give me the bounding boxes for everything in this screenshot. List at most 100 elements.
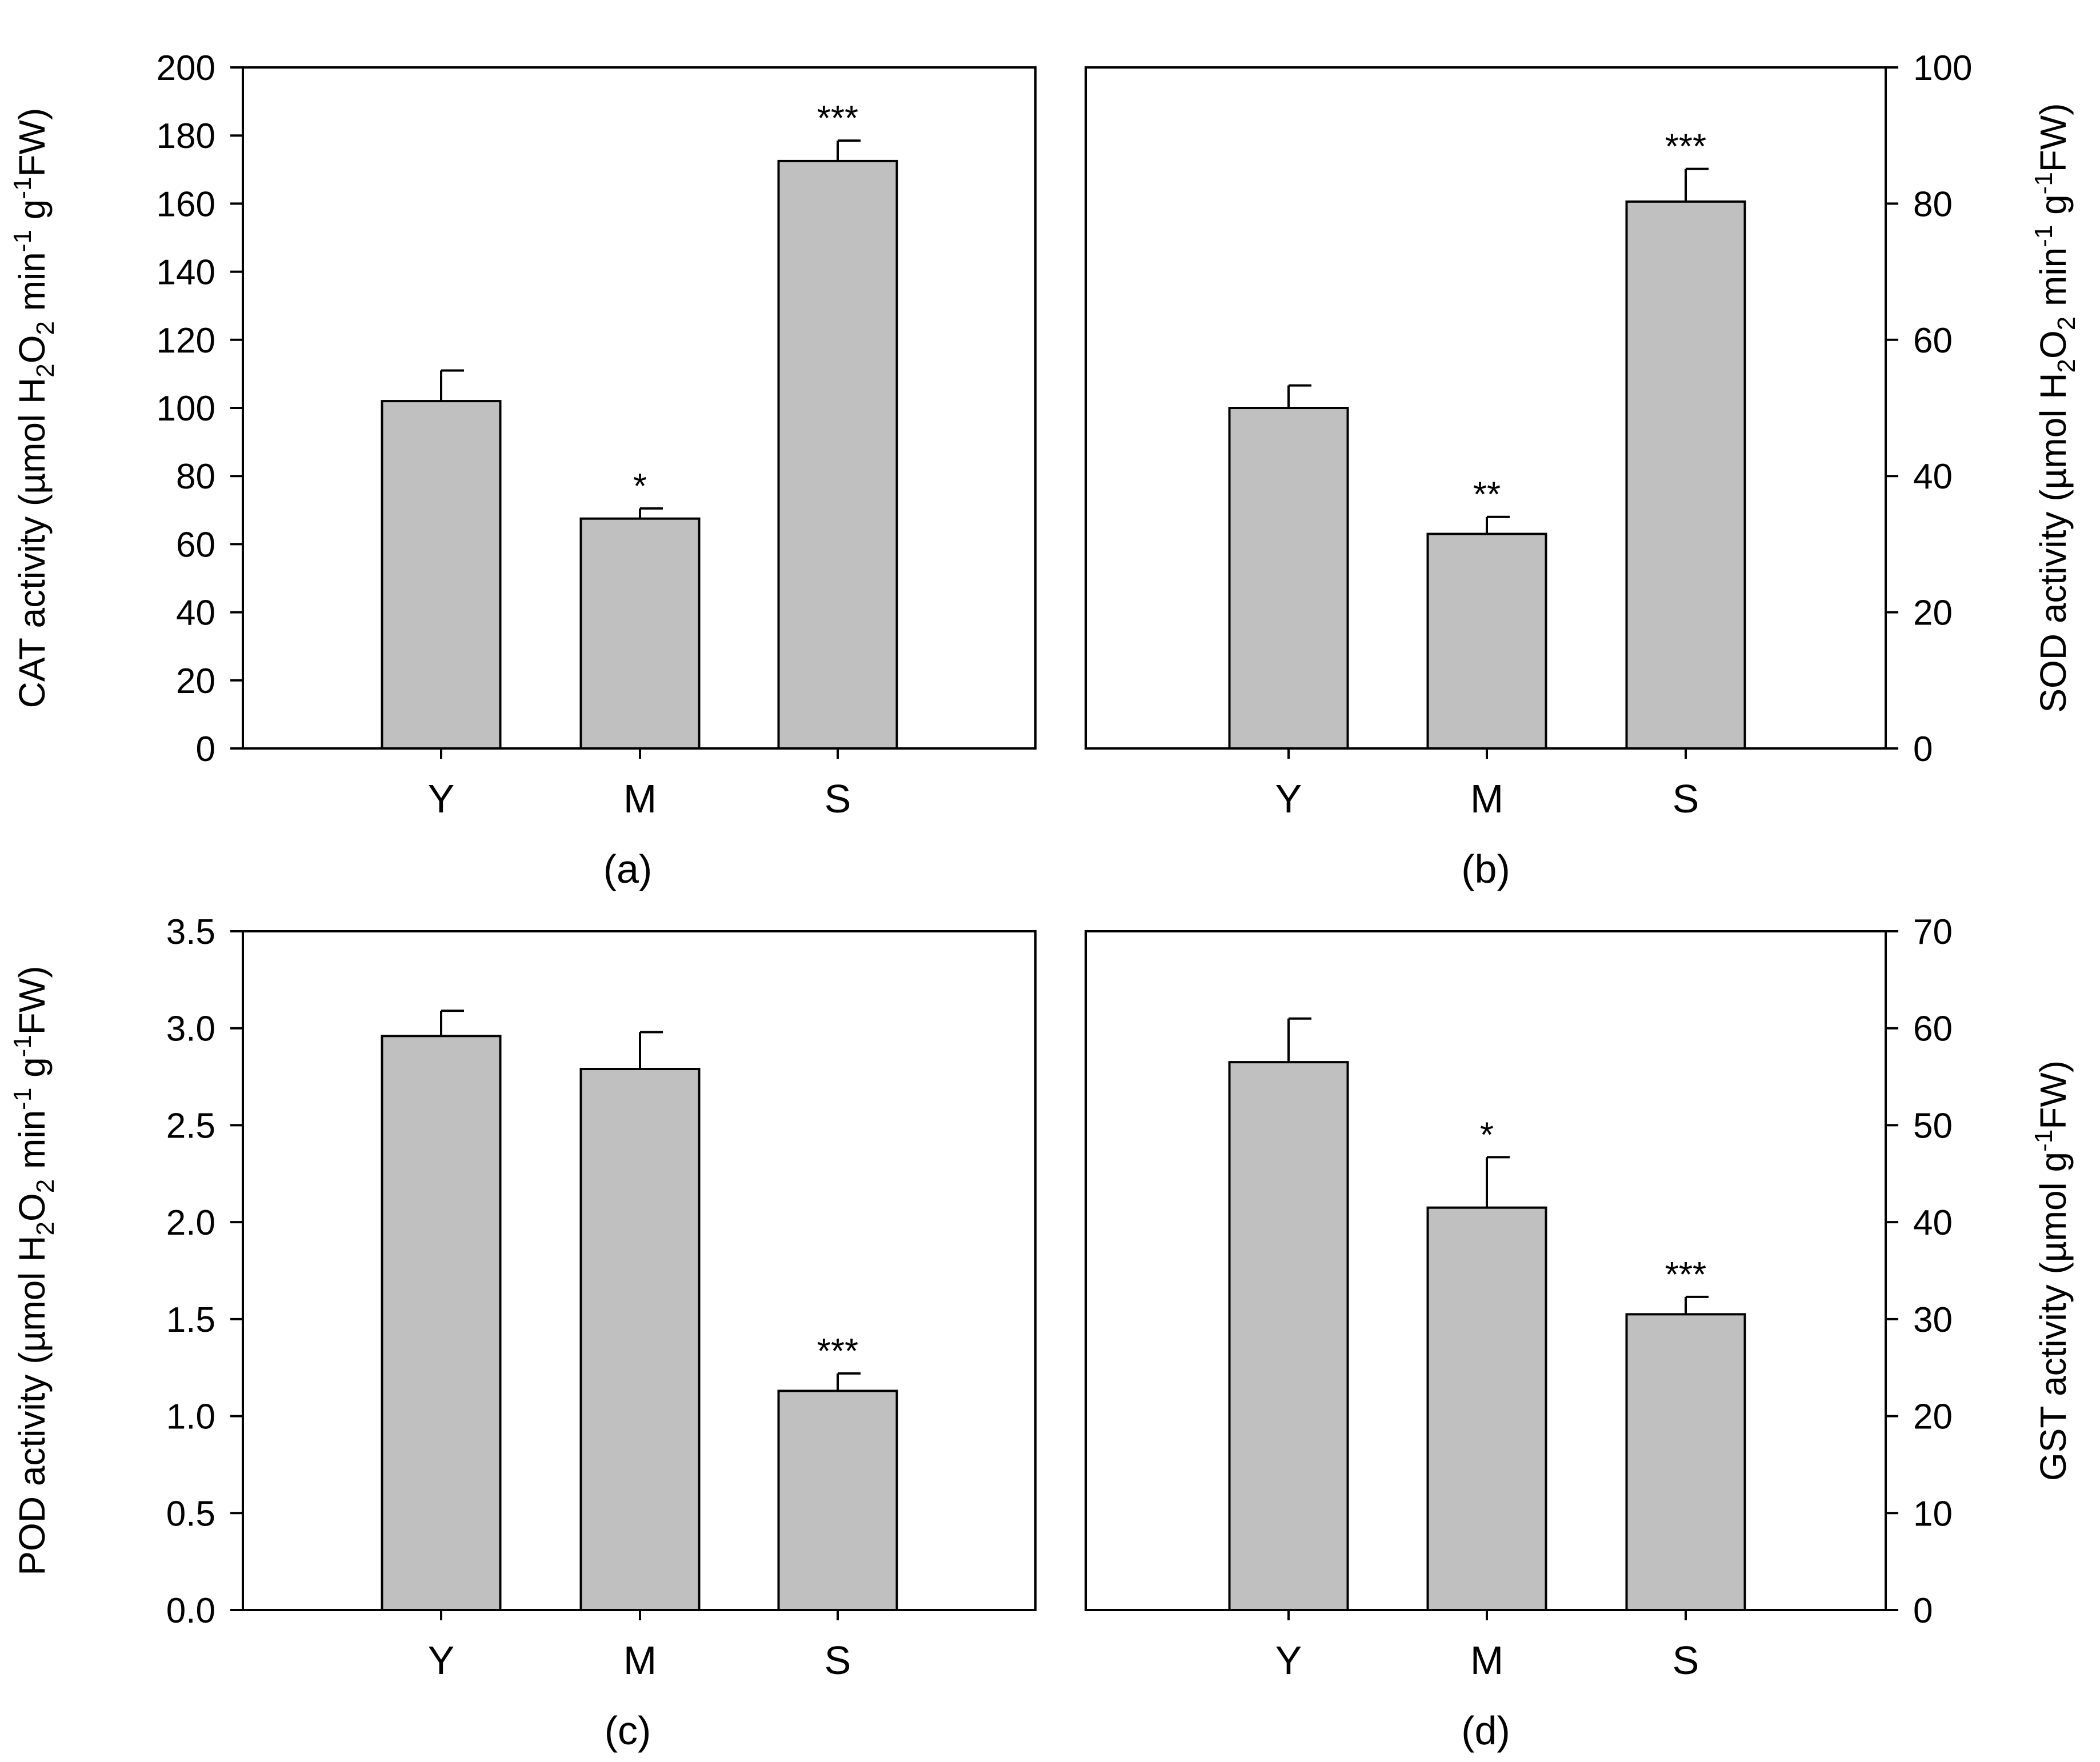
panel-c: 0.0 0.5 1.0 1.5 2.0 2.5 3.0 3.5 Y M S *** (c) POD act… <box>9 912 1037 1753</box>
y-tick-label: 80 <box>176 457 215 496</box>
y-axis-title-part: -1 <box>2030 225 2058 247</box>
significance-marker: *** <box>1665 1255 1706 1295</box>
bar-S <box>1625 1313 1746 1611</box>
y-tick-label: 40 <box>1913 457 1953 496</box>
y-tick-label: 0.5 <box>166 1494 215 1533</box>
y-tick-label: 60 <box>176 525 215 564</box>
x-category-label: Y <box>1275 776 1302 821</box>
bar-S <box>777 159 898 750</box>
y-tick-label: 70 <box>1913 912 1953 952</box>
y-axis-title-part: GST activity (µmol g <box>2033 1152 2074 1481</box>
panel-label: (a) <box>603 847 653 891</box>
panel-a: 0 20 40 60 80 100 120 140 160 180 200 Y M * S *** (a) CAT… <box>9 49 1037 891</box>
bar-M <box>1426 1206 1547 1612</box>
significance-marker: *** <box>817 99 858 138</box>
y-axis-title-part: 2 <box>31 1222 59 1235</box>
bar-M <box>579 517 701 750</box>
y-tick-label: 0 <box>1913 730 1933 769</box>
panel-b: 0 20 40 60 80 100 Y M ** S *** (b) SOD activity (µmo… <box>1085 49 2081 891</box>
y-tick-label: 50 <box>1913 1106 1953 1146</box>
y-axis-title-part: SOD activity (µmol H <box>2033 373 2074 712</box>
y-axis-title: POD activity (µmol H2O2 min-1 g-1FW) <box>9 966 59 1575</box>
y-axis-title-part: 2 <box>31 1179 59 1193</box>
y-tick-label: 20 <box>176 662 215 701</box>
y-tick-label: 1.0 <box>166 1397 215 1437</box>
bar-S <box>777 1389 898 1612</box>
bar-M <box>579 1067 701 1611</box>
y-tick-label: 10 <box>1913 1494 1953 1533</box>
y-tick-label: 1.5 <box>166 1300 215 1340</box>
bar-Y <box>381 400 502 750</box>
y-axis-title: SOD activity (µmol H2O2 min-1 g-1FW) <box>2030 103 2081 712</box>
panel-d: 0 10 20 30 40 50 60 70 Y M * S *** (d) GST activity (µ… <box>1085 912 2074 1753</box>
significance-marker: *** <box>1665 127 1706 167</box>
y-axis-title-part: min <box>11 1110 53 1179</box>
panel-label: (d) <box>1461 1708 1510 1753</box>
y-axis-title-part: -1 <box>9 230 37 252</box>
bar-M <box>1426 532 1547 750</box>
significance-marker: * <box>633 467 647 506</box>
y-tick-label: 100 <box>1913 49 1972 88</box>
y-tick-label: 0 <box>196 730 215 769</box>
y-axis-title-part: FW) <box>2033 103 2074 172</box>
y-axis-title-part: 2 <box>31 363 59 377</box>
x-category-label: M <box>1470 1638 1503 1683</box>
significance-marker: *** <box>817 1332 858 1371</box>
significance-marker: * <box>1480 1115 1494 1155</box>
x-category-label: M <box>623 1638 657 1683</box>
x-category-label: M <box>1470 776 1503 821</box>
y-axis-title-part: CAT activity (µmol H <box>11 378 53 708</box>
y-axis-title-part: -1 <box>9 1035 37 1057</box>
y-tick-label: 30 <box>1913 1300 1953 1340</box>
y-tick-label: 20 <box>1913 594 1953 633</box>
y-axis-title-part: FW) <box>2033 1060 2074 1130</box>
y-tick-label: 60 <box>1913 321 1953 361</box>
x-category-label: M <box>623 776 657 821</box>
x-category-label: Y <box>1275 1638 1302 1683</box>
significance-marker: ** <box>1473 475 1501 515</box>
y-axis-title: GST activity (µmol g-1FW) <box>2030 1060 2074 1481</box>
y-tick-label: 100 <box>157 389 215 429</box>
y-tick-label: 140 <box>157 253 215 293</box>
y-tick-label: 0 <box>1913 1591 1933 1631</box>
y-axis-title-part: FW) <box>11 966 53 1035</box>
y-tick-label: 3.0 <box>166 1010 215 1049</box>
y-tick-label: 40 <box>176 594 215 633</box>
y-tick-label: 180 <box>157 117 215 156</box>
bar-Y <box>381 1035 502 1611</box>
y-axis-title-part: O <box>11 335 53 364</box>
y-axis-title-part: min <box>11 252 53 321</box>
x-category-label: S <box>825 776 851 821</box>
y-tick-label: 200 <box>157 49 215 88</box>
panel-label: (b) <box>1461 847 1510 891</box>
bar-Y <box>1228 1061 1349 1611</box>
y-tick-label: 20 <box>1913 1397 1953 1437</box>
y-tick-label: 40 <box>1913 1203 1953 1243</box>
y-axis-title-part: 2 <box>31 321 59 335</box>
y-tick-label: 3.5 <box>166 912 215 952</box>
y-axis-title-part: -1 <box>9 177 37 199</box>
panel-label: (c) <box>605 1708 651 1753</box>
x-category-label: Y <box>428 776 455 821</box>
y-tick-label: 2.5 <box>166 1106 215 1146</box>
y-axis-title: CAT activity (µmol H2O2 min-1 g-1FW) <box>9 108 59 708</box>
y-axis-title-part: -1 <box>2030 172 2058 194</box>
x-category-label: Y <box>428 1638 455 1683</box>
y-tick-label: 80 <box>1913 185 1953 224</box>
y-axis-title-part: 2 <box>2053 317 2081 330</box>
x-category-label: S <box>825 1638 851 1683</box>
y-axis-title-part: -1 <box>9 1088 37 1110</box>
y-axis-title-part: -1 <box>2030 1130 2058 1152</box>
bar-S <box>1625 200 1746 750</box>
y-tick-label: 160 <box>157 185 215 224</box>
y-axis-title-part: g <box>11 1057 53 1087</box>
y-axis-title-part: O <box>11 1193 53 1222</box>
y-tick-label: 60 <box>1913 1010 1953 1049</box>
y-axis-title-part: O <box>2033 330 2074 359</box>
y-axis-title-part: FW) <box>11 108 53 177</box>
y-axis-title-part: g <box>2033 194 2074 225</box>
y-axis-title-part: min <box>2033 247 2074 317</box>
x-category-label: S <box>1673 1638 1699 1683</box>
y-axis-title-part: POD activity (µmol H <box>11 1235 53 1575</box>
y-axis-title-part: 2 <box>2053 359 2081 373</box>
